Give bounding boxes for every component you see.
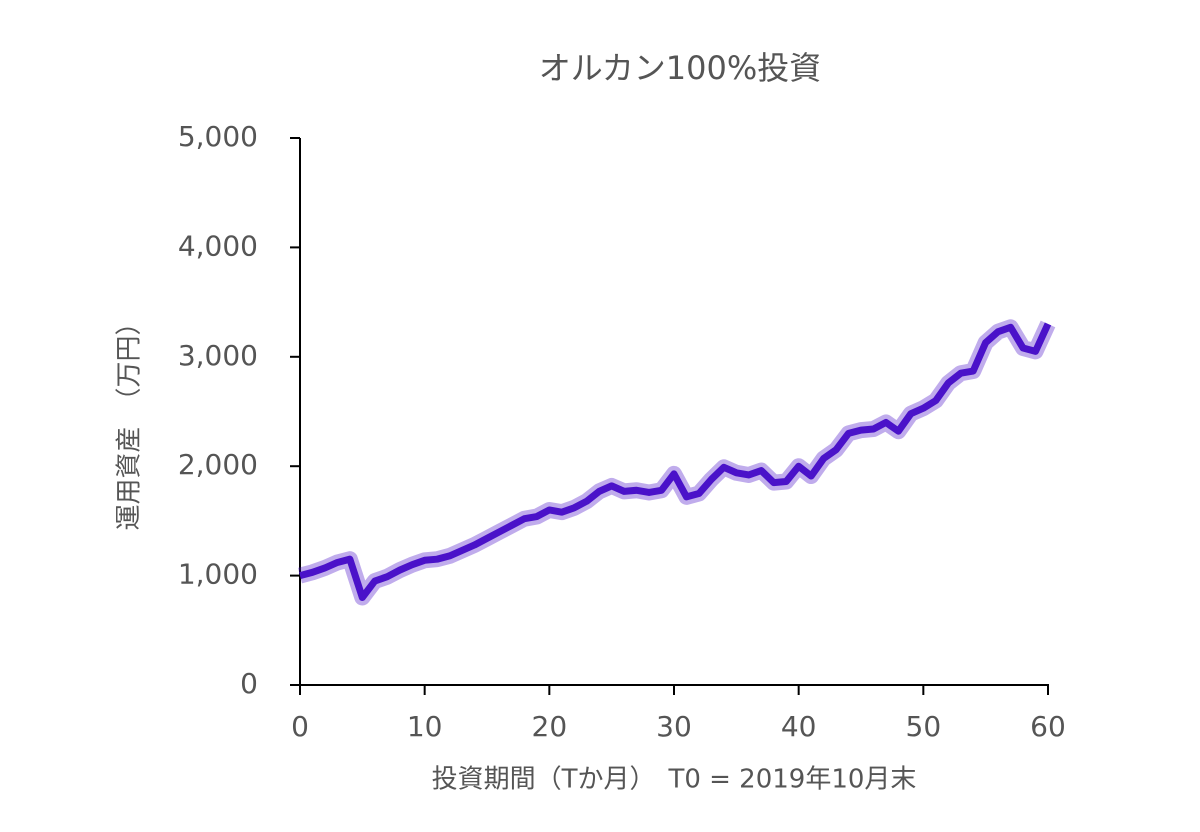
- line: [299, 322, 1052, 601]
- y-tick-label: 1,000: [178, 558, 258, 591]
- y-tick-label: 2,000: [178, 448, 258, 481]
- x-tick-label: 50: [906, 710, 942, 743]
- x-tick-label: 20: [532, 710, 568, 743]
- y-tick-label: 0: [240, 667, 258, 700]
- x-tick-label: 0: [291, 710, 309, 743]
- x-tick-label: 40: [781, 710, 817, 743]
- y-tick-label: 4,000: [178, 229, 258, 262]
- x-tick-label: 30: [656, 710, 692, 743]
- x-tick-label: 10: [407, 710, 443, 743]
- line-band: [297, 319, 1056, 606]
- x-axis-label: 投資期間（Tか月） T0 = 2019年10月末: [432, 765, 917, 795]
- y-axis-label: 運用資産 （万円）: [115, 309, 145, 530]
- chart-title: オルカン100%投資: [539, 49, 822, 87]
- y-tick-label: 3,000: [178, 339, 258, 372]
- y-tick-label: 5,000: [178, 120, 258, 153]
- x-tick-label: 60: [1030, 710, 1066, 743]
